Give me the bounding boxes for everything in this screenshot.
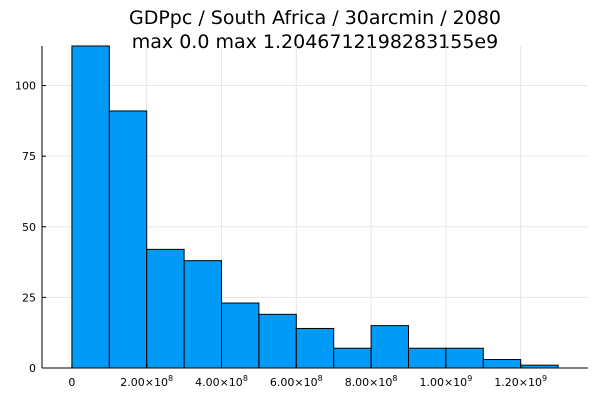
x-tick-label-exponent: 9	[542, 374, 547, 383]
x-tick-label: 1.00×109	[419, 374, 472, 389]
x-tick-label: 2.00×108	[120, 374, 173, 389]
x-tick-label-exponent: 8	[392, 374, 397, 383]
x-tick-label-base: 2.00×10	[120, 376, 168, 389]
y-tick-label: 75	[22, 150, 36, 163]
histogram-bar	[482, 359, 522, 369]
x-tick-label-exponent: 8	[243, 374, 248, 383]
x-tick-label-exponent: 8	[168, 374, 173, 383]
x-tick-label-base: 1.00×10	[419, 376, 467, 389]
y-tick-label: 0	[29, 362, 36, 375]
x-axis-ticks: 0 2.00×108 4.00×108 6.00×108 8.00×108 1.00×10…	[68, 364, 547, 389]
histogram-bar	[407, 347, 447, 369]
histogram-bar	[295, 327, 335, 369]
x-tick-label-base: 0	[68, 376, 75, 389]
y-tick-label: 50	[22, 221, 36, 234]
x-tick-label-exponent: 9	[467, 374, 472, 383]
x-tick-label: 0	[68, 376, 75, 389]
histogram-bar	[221, 302, 260, 369]
histogram-bar	[258, 313, 297, 369]
y-axis-ticks: 0 25 50 75 100	[15, 80, 46, 375]
histogram-bar	[370, 325, 409, 369]
x-tick-label-base: 1.20×10	[494, 376, 542, 389]
histogram-bar	[146, 248, 185, 369]
y-tick-label: 100	[15, 80, 36, 93]
x-tick-label: 1.20×109	[494, 374, 547, 389]
histogram-bar	[445, 347, 484, 369]
x-tick-label-base: 4.00×10	[195, 376, 243, 389]
x-tick-label: 6.00×108	[270, 374, 323, 389]
x-tick-label-exponent: 8	[318, 374, 323, 383]
histogram-bar	[333, 347, 372, 369]
histogram-bar	[183, 260, 223, 369]
x-tick-label: 8.00×108	[345, 374, 398, 389]
x-tick-label-base: 6.00×10	[270, 376, 318, 389]
axes	[41, 46, 588, 369]
histogram-bar	[71, 45, 110, 369]
x-tick-label-base: 8.00×10	[345, 376, 393, 389]
chart-title-line-2: max 0.0 max 1.2046712198283155e9	[132, 31, 498, 53]
y-tick-label: 25	[22, 291, 36, 304]
histogram-bars	[71, 45, 559, 369]
x-tick-label: 4.00×108	[195, 374, 248, 389]
chart-title-line-1: GDPpc / South Africa / 30arcmin / 2080	[129, 7, 501, 29]
histogram-bar	[108, 110, 148, 369]
